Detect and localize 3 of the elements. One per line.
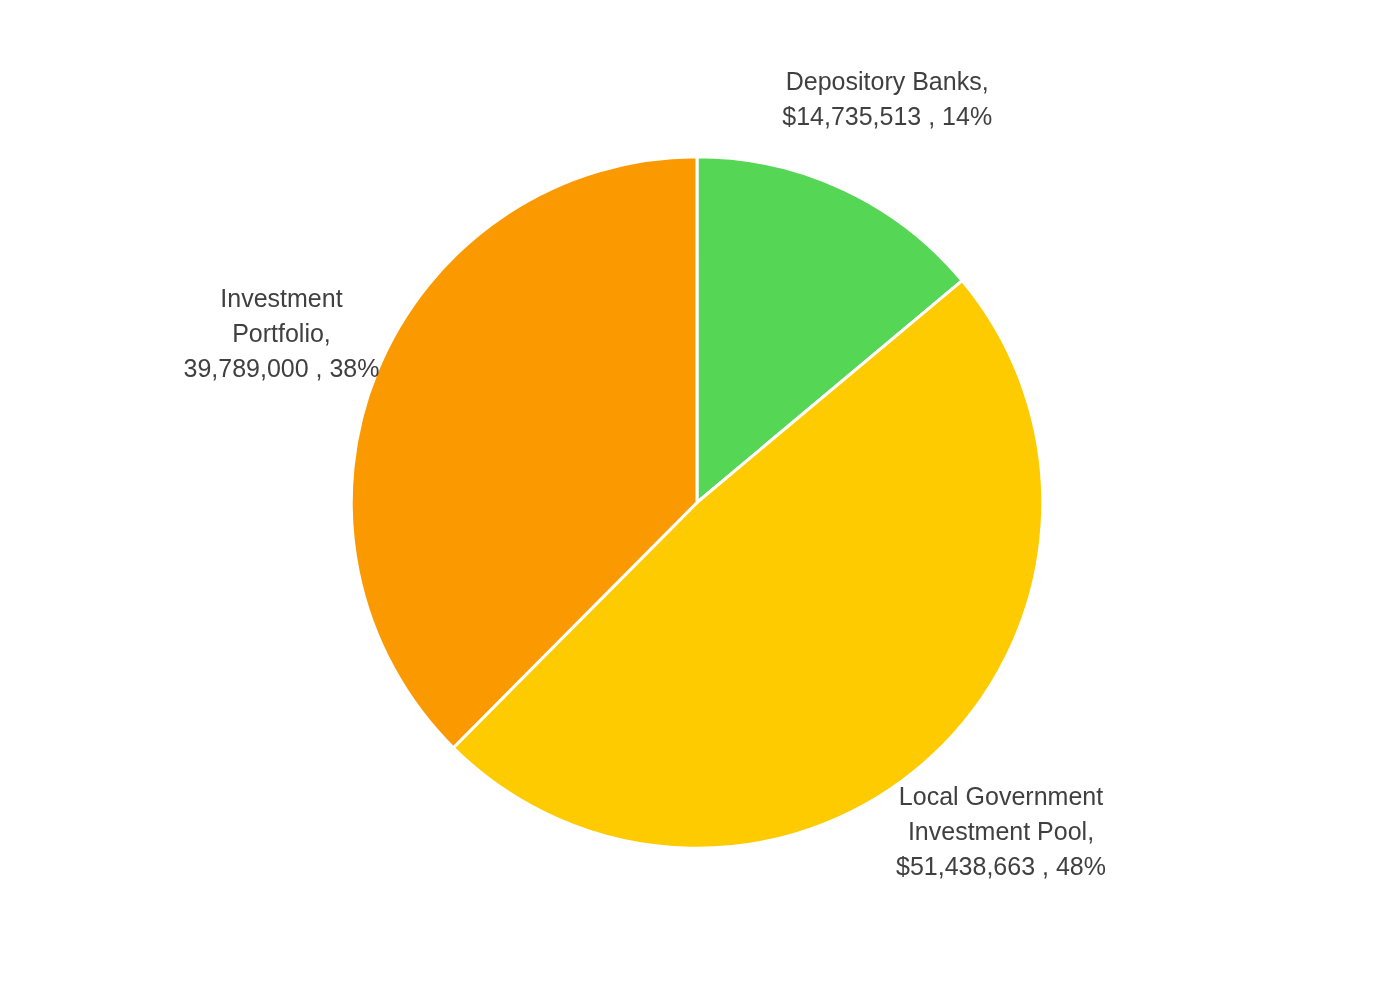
slice-label: Investment Portfolio, 39,789,000 , 38% [183, 283, 380, 382]
slice-label: Local Government Investment Pool, $51,438,663 , 48% [896, 781, 1106, 880]
slice-label: Depository Banks, $14,735,513 , 14% [782, 67, 993, 131]
